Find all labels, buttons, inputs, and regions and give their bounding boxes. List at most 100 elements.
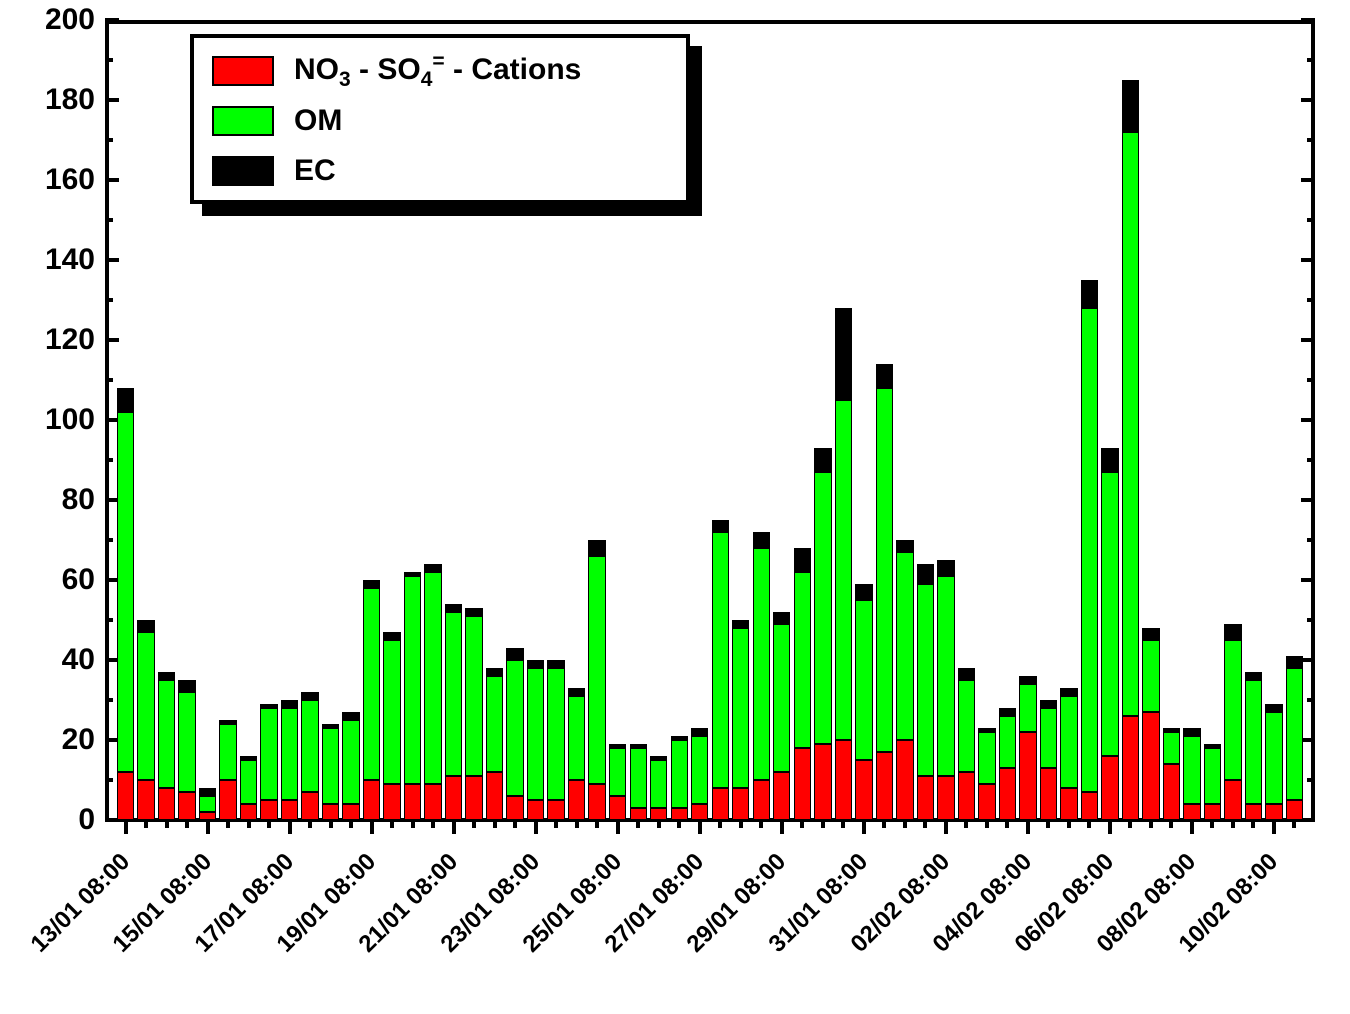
bar-segment-cations (404, 784, 421, 820)
bar-segment-ec (958, 668, 975, 680)
bar-segment-ec (1122, 80, 1139, 132)
bar-segment-om (1163, 732, 1180, 764)
bar-segment-ec (137, 620, 154, 632)
x-tick-label: 19/01 08:00 (220, 848, 381, 1009)
x-tick (841, 820, 845, 828)
bar-segment-om (835, 400, 852, 740)
bar-segment-ec (896, 540, 913, 552)
y-tick (1301, 578, 1315, 582)
y-tick (105, 778, 113, 782)
bar-segment-om (753, 548, 770, 780)
bar-segment-ec (281, 700, 298, 708)
x-tick (472, 820, 476, 828)
x-tick (1005, 820, 1009, 828)
y-tick (105, 538, 113, 542)
x-tick (1046, 820, 1050, 828)
bar-segment-cations (650, 808, 667, 820)
x-tick (226, 820, 230, 828)
bar-segment-om (1265, 712, 1282, 804)
bar-segment-om (1286, 668, 1303, 800)
bar-segment-om (506, 660, 523, 796)
bar-segment-cations (1101, 756, 1118, 820)
y-tick (105, 298, 113, 302)
bar-segment-ec (609, 744, 626, 748)
x-tick (1231, 820, 1235, 828)
x-tick (1169, 820, 1173, 828)
y-tick (1301, 498, 1315, 502)
bar-segment-om (855, 600, 872, 760)
x-tick (431, 820, 435, 828)
y-tick (1301, 258, 1315, 262)
bar-segment-cations (527, 800, 544, 820)
bar-segment-ec (1245, 672, 1262, 680)
x-tick (1251, 820, 1255, 828)
bar-segment-om (424, 572, 441, 784)
y-tick-label: 180 (45, 83, 95, 117)
x-tick (636, 820, 640, 828)
bar-segment-cations (219, 780, 236, 820)
bar-segment-om (1142, 640, 1159, 712)
y-tick (1307, 58, 1315, 62)
bar-segment-om (978, 732, 995, 784)
x-tick (657, 820, 661, 828)
x-tick (390, 820, 394, 828)
x-tick-label: 31/01 08:00 (712, 848, 873, 1009)
y-tick-label: 120 (45, 323, 95, 357)
x-tick (1190, 820, 1194, 834)
bar-segment-om (999, 716, 1016, 768)
x-tick (534, 820, 538, 834)
bar-segment-cations (445, 776, 462, 820)
bar-segment-om (342, 720, 359, 804)
x-tick (165, 820, 169, 828)
x-tick (247, 820, 251, 828)
y-tick-label: 40 (62, 643, 95, 677)
bar-segment-cations (178, 792, 195, 820)
x-tick (882, 820, 886, 828)
x-tick (1108, 820, 1112, 834)
bar-segment-om (712, 532, 729, 788)
y-tick (105, 138, 113, 142)
x-tick-label: 04/02 08:00 (877, 848, 1038, 1009)
bar-segment-cations (999, 768, 1016, 820)
bar-segment-om (1122, 132, 1139, 716)
y-tick (105, 218, 113, 222)
x-tick-label: 08/02 08:00 (1041, 848, 1202, 1009)
y-tick (1307, 618, 1315, 622)
x-tick (493, 820, 497, 828)
x-tick-label: 29/01 08:00 (630, 848, 791, 1009)
x-tick (1149, 820, 1153, 828)
bar-segment-cations (322, 804, 339, 820)
bar-segment-om (1060, 696, 1077, 788)
bar-segment-om (671, 740, 688, 808)
y-tick (1307, 298, 1315, 302)
x-tick (677, 820, 681, 828)
bar-segment-om (547, 668, 564, 800)
bar-segment-om (445, 612, 462, 776)
x-tick (1292, 820, 1296, 828)
x-tick (718, 820, 722, 828)
y-tick (105, 338, 119, 342)
bar-segment-cations (486, 772, 503, 820)
bar-segment-om (876, 388, 893, 752)
bar-segment-cations (712, 788, 729, 820)
legend-label-om: OM (294, 104, 342, 138)
bar-segment-cations (506, 796, 523, 820)
bar-segment-ec (671, 736, 688, 740)
bar-segment-cations (794, 748, 811, 820)
bar-segment-om (1183, 736, 1200, 804)
y-tick (1307, 218, 1315, 222)
x-tick (267, 820, 271, 828)
bar-segment-ec (342, 712, 359, 720)
y-tick (105, 58, 113, 62)
bar-segment-cations (753, 780, 770, 820)
bar-segment-cations (978, 784, 995, 820)
x-tick (595, 820, 599, 828)
bar-segment-ec (178, 680, 195, 692)
bar-segment-cations (137, 780, 154, 820)
bar-segment-cations (588, 784, 605, 820)
y-tick (105, 698, 113, 702)
bar-segment-om (630, 748, 647, 808)
bar-segment-ec (568, 688, 585, 696)
bar-segment-om (794, 572, 811, 748)
x-tick (616, 820, 620, 834)
